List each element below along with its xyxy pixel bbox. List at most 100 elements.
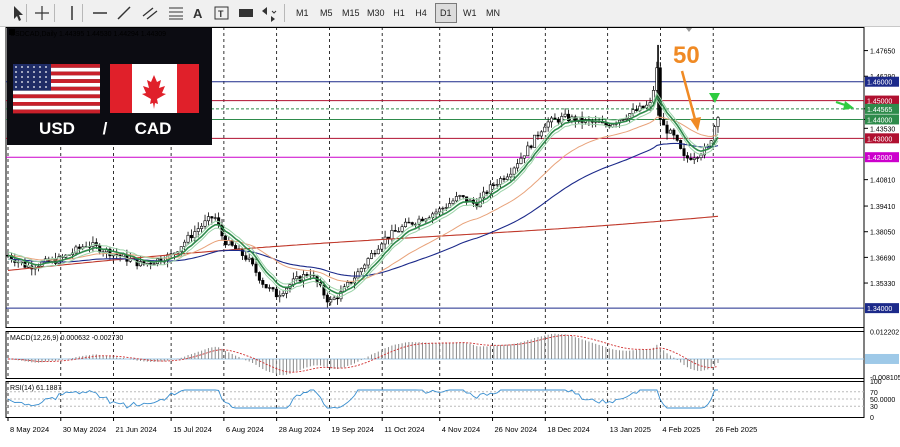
price-tick-label: 1.38050 [870,230,895,237]
price-level-tag-label: 1.43000 [867,136,892,143]
date-tick-label: 28 Aug 2024 [279,425,321,434]
date-tick-label: 18 Dec 2024 [547,425,590,434]
panel-border [5,331,865,379]
candle-body [77,246,81,249]
candle-body [383,236,387,245]
price-level-tag-label: 1.44565 [867,107,892,114]
candle-body [434,211,438,215]
candle-body [522,155,526,159]
timeframe-m30-button[interactable]: M30 [367,8,385,18]
timeframe-m1-button[interactable]: M1 [296,8,309,18]
candle-body [505,176,509,180]
timeframe-h1-button[interactable]: H1 [393,8,405,18]
usa-flag-star [45,86,47,88]
rectangle-tool-button[interactable] [236,3,256,23]
candle-body [380,243,384,250]
candle-body [512,167,516,175]
candle-body [567,113,571,122]
canada-flag-band [110,64,132,113]
candle-body [200,225,204,229]
rectangle-icon [239,9,253,17]
price-tick-label: 1.43530 [870,126,895,133]
candle-body [550,117,554,123]
usa-flag-star [39,76,41,78]
price-level-tag-label: 1.46000 [867,80,892,87]
usa-flag-star [15,76,17,78]
candle-body [509,173,513,178]
candle-body [495,184,499,186]
trendline-tool-button[interactable] [114,3,134,23]
chart-svg[interactable]: 8 May 2024 30 May 2024 21 Jun 2024 15 Jul 2… [0,27,900,442]
price-tick-label: 1.47650 [870,49,895,56]
price-level-tag-label: 1.45000 [867,99,892,106]
ema-band-upper-line [7,92,719,291]
usa-flag-star [33,76,35,78]
candle-body [692,157,696,160]
candle-body [393,230,397,232]
svg-text:A: A [193,6,203,21]
equidistant-channel-tool-button[interactable] [140,3,160,23]
text-tool-tool-button[interactable]: A [188,3,208,23]
cursor-arrow-tool-button[interactable] [8,3,28,23]
macd-tick-label: -0.008105 [870,375,900,382]
date-tick-label: 13 Jan 2025 [610,425,651,434]
candle-body [152,263,156,265]
text-label-icon: T [214,6,229,20]
candle-body [400,226,404,232]
candle-body [431,213,435,218]
usa-flag-star [21,81,23,83]
candle-body [336,297,340,300]
toolbar-separator [284,4,285,22]
usa-flag-stripe [13,98,100,102]
price-level-tag [865,133,899,144]
fibonacci-tool-button[interactable] [166,3,186,23]
candle-body [570,116,574,122]
vertical-line-tool-button[interactable] [62,3,82,23]
currency-base-label: USD [39,119,75,138]
text-label-tool-button[interactable]: T [212,3,232,23]
crosshair-tool-button[interactable] [32,3,52,23]
usa-flag-star [45,81,47,83]
candle-body [264,284,268,289]
candle-body [458,195,462,197]
arrows-dropdown-tool-button[interactable] [258,3,278,23]
candle-body [74,246,78,254]
timeframe-mn-button[interactable]: MN [486,8,500,18]
usa-flag-stripe [13,109,100,114]
usa-flag-star [21,71,23,73]
candle-body [240,248,244,256]
usa-flag-stripe [13,71,100,76]
candle-body [485,191,489,195]
candle-body [658,67,662,120]
candle-body [444,207,448,209]
candle-body [274,288,278,298]
timeframe-m5-button[interactable]: M5 [320,8,333,18]
candle-body [716,117,720,127]
chart-window[interactable]: 8 May 2024 30 May 2024 21 Jun 2024 15 Jul 2… [0,27,900,442]
text-tool-icon: A [193,6,203,21]
candle-body [641,105,645,109]
annotation-arrowhead-icon [690,117,701,131]
candle-body [193,231,197,239]
macd-tick-label: 0.012202 [870,330,899,337]
arrows-dropdown-icon [262,7,277,22]
candle-body [390,230,394,240]
timeframe-h4-button[interactable]: H4 [415,8,427,18]
horizontal-line-tool-button[interactable] [90,3,110,23]
usa-flag-star [33,86,35,88]
price-level-tag-label: 1.42000 [867,155,892,162]
candle-body [189,234,193,239]
rsi-tick-label: 0 [870,415,874,422]
usa-flag-stripe [13,90,100,95]
candle-body [322,284,326,296]
candle-body [696,157,700,159]
timeframe-w1-button[interactable]: W1 [463,8,477,18]
price-level-tag [865,103,899,114]
candle-body [488,184,492,195]
timeframe-d1-button[interactable]: D1 [435,3,457,23]
rsi-tick-label: 100 [870,379,882,386]
usa-flag-star [27,66,29,68]
candle-body [325,294,329,303]
candle-body [556,118,560,123]
timeframe-m15-button[interactable]: M15 [342,8,360,18]
